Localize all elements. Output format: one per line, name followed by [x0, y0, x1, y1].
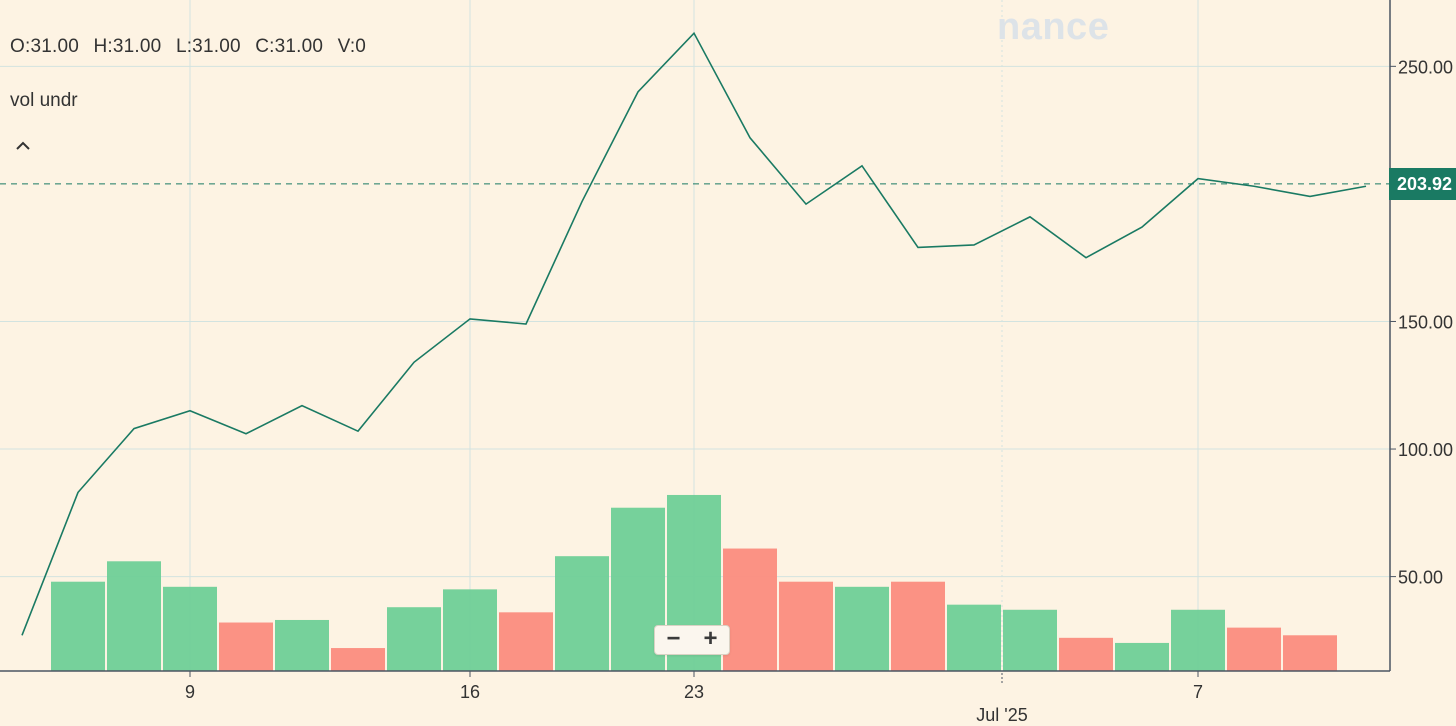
- volume-bar-up: [835, 586, 889, 671]
- volume-bar-up: [1115, 642, 1169, 671]
- volume-bar-up: [387, 607, 441, 671]
- volume-bar-up: [163, 586, 217, 671]
- x-tick-label: 7: [1193, 682, 1203, 702]
- volume-bar-down: [1283, 635, 1337, 671]
- volume-bar-down: [779, 581, 833, 671]
- current-price-tag: 203.92: [1389, 167, 1456, 200]
- zoom-controls: − +: [654, 625, 730, 655]
- volume-bar-down: [1059, 637, 1113, 671]
- close-value: C:31.00: [255, 36, 324, 57]
- volume-bar-up: [555, 556, 609, 671]
- open-value: O:31.00: [10, 36, 80, 57]
- brand-watermark: nance: [997, 6, 1110, 48]
- volume-bar-down: [723, 548, 777, 671]
- x-tick-label-month: Jul '25: [976, 705, 1027, 725]
- volume-bar-up: [443, 589, 497, 671]
- volume-bar-up: [107, 561, 161, 671]
- high-value: H:31.00: [93, 36, 162, 57]
- zoom-in-button[interactable]: +: [703, 625, 718, 652]
- x-tick-label: 16: [460, 682, 480, 702]
- y-tick-label: 250.00: [1398, 57, 1453, 77]
- volume-bar-down: [219, 622, 273, 671]
- volume-bar-up: [275, 619, 329, 671]
- y-tick-label: 150.00: [1398, 312, 1453, 332]
- volume-bar-up: [51, 581, 105, 671]
- volume-value: V:0: [337, 36, 367, 57]
- volume-bar-down: [1227, 627, 1281, 671]
- y-tick-label: 100.00: [1398, 440, 1453, 460]
- collapse-legend-button[interactable]: [12, 134, 34, 156]
- chevron-up-icon: [16, 141, 30, 150]
- x-tick-label: 9: [185, 682, 195, 702]
- volume-bar-down: [331, 648, 385, 671]
- ohlc-readout: O:31.00 H:31.00 L:31.00 C:31.00 V:0: [10, 36, 375, 58]
- volume-bar-up: [1003, 609, 1057, 671]
- volume-bar-down: [499, 612, 553, 671]
- low-value: L:31.00: [175, 36, 241, 57]
- y-tick-label: 50.00: [1398, 568, 1443, 588]
- volume-bar-up: [1171, 609, 1225, 671]
- volume-bar-up: [947, 604, 1001, 671]
- volume-bar-down: [891, 581, 945, 671]
- x-tick-label: 23: [684, 682, 704, 702]
- series-legend-label: vol undr: [10, 90, 78, 111]
- zoom-out-button[interactable]: −: [666, 625, 681, 652]
